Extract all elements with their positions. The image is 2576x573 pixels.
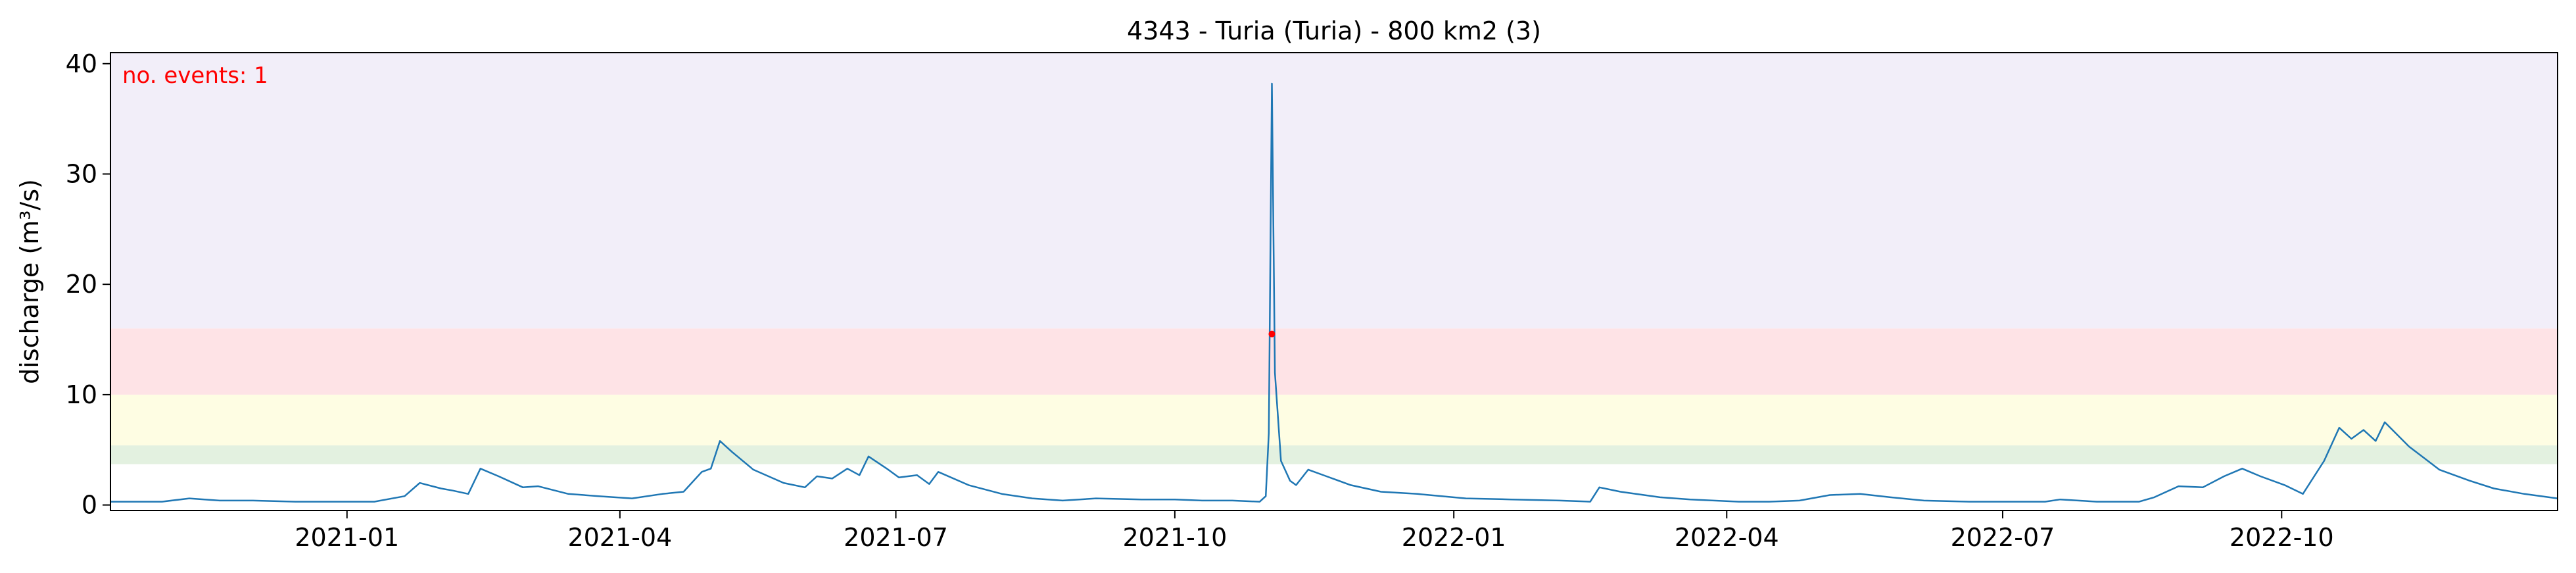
x-axis-ticks: 2021-01 2021-04 2021-07 2021-10 2022-01 2022-… [295, 511, 2334, 552]
event-markers [1268, 330, 1276, 337]
x-tick-label: 2022-10 [2230, 523, 2334, 552]
plot-frame [110, 52, 2558, 511]
x-tick-label: 2022-01 [1402, 523, 1506, 552]
x-tick-label: 2022-04 [1675, 523, 1779, 552]
y-tick-label: 40 [66, 49, 97, 78]
x-tick-label: 2021-04 [567, 523, 672, 552]
threshold-band-2 [110, 328, 2558, 395]
threshold-band-3 [110, 53, 2558, 329]
y-tick-label: 20 [66, 270, 97, 299]
threshold-bands [110, 53, 2558, 464]
event-marker-0 [1268, 330, 1276, 337]
threshold-band-0 [110, 445, 2558, 464]
y-tick-label: 10 [66, 380, 97, 409]
events-annotation: no. events: 1 [122, 62, 268, 89]
x-tick-label: 2021-10 [1122, 523, 1227, 552]
y-axis-title: discharge (m³/s) [15, 179, 44, 384]
y-axis-ticks: 0 10 20 30 40 [66, 49, 110, 520]
series-layer [110, 82, 2558, 503]
x-tick-label: 2021-01 [295, 523, 399, 552]
y-tick-label: 30 [66, 159, 97, 188]
chart-title: 4343 - Turia (Turia) - 800 km2 (3) [1127, 16, 1541, 45]
threshold-band-1 [110, 394, 2558, 446]
series-line-0 [110, 82, 2558, 503]
y-tick-label: 0 [82, 491, 97, 520]
x-tick-label: 2021-07 [844, 523, 948, 552]
x-tick-label: 2022-07 [1951, 523, 2055, 552]
